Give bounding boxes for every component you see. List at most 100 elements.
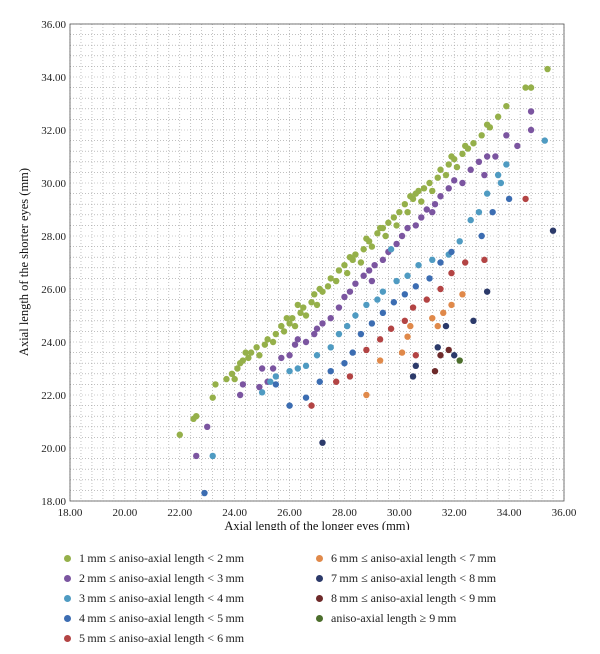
data-point-series-1 [341,261,348,269]
data-point-series-4 [478,232,485,240]
data-point-series-1 [494,113,502,120]
data-point-series-6 [398,349,406,356]
data-point-series-1 [470,140,477,147]
data-point-series-1 [223,375,230,383]
legend-label: 5 mm ≤ aniso-axial length < 6 mm [79,630,245,645]
x-tick-label: 20.00 [113,507,138,519]
data-point-series-7 [319,439,326,446]
data-point-series-2 [319,320,326,327]
data-point-series-1 [333,277,340,285]
data-point-series-2 [467,166,474,173]
data-point-series-1 [357,259,365,266]
data-point-series-2 [239,381,247,388]
data-point-series-2 [258,365,266,372]
data-point-series-6 [376,357,384,364]
legend-label: 8 mm ≤ aniso-axial length < 9 mm [331,590,497,605]
legend-item: 5 mm ≤ aniso-axial length < 6 mm [64,628,244,648]
data-point-series-2 [365,267,373,274]
data-point-series-1 [459,150,466,158]
data-point-series-4 [368,320,376,327]
data-point-series-1 [212,381,219,388]
data-point-series-2 [437,193,444,200]
data-point-series-5 [409,304,417,311]
legend-column-right: 6 mm ≤ aniso-axial length < 7 mm 7 mm ≤ a… [316,548,496,628]
data-point-series-3 [327,344,334,351]
data-point-series-1 [483,121,491,128]
data-point-series-6 [363,391,370,399]
data-point-series-2 [278,354,285,362]
data-point-series-4 [341,360,348,367]
data-point-series-1 [297,309,304,317]
legend-item: 3 mm ≤ aniso-axial length < 4 mm [64,588,244,608]
data-point-series-3 [497,179,505,187]
y-tick-label: 18.00 [41,496,66,508]
data-point-series-4 [302,394,310,401]
data-point-series-1 [382,232,389,240]
data-point-series-1 [313,301,321,309]
data-point-series-3 [467,216,474,224]
data-point-series-2 [371,261,378,269]
legend-marker [64,554,71,562]
data-point-series-2 [341,293,348,301]
y-tick-label: 34.00 [41,72,66,84]
data-point-series-1 [462,142,469,150]
data-point-series-2 [269,365,277,372]
data-point-series-5 [423,296,430,303]
data-point-series-2 [404,224,411,232]
x-tick-label: 26.00 [277,507,302,519]
data-point-series-1 [379,224,387,232]
data-point-series-3 [352,312,359,319]
data-point-series-4 [505,195,513,203]
data-point-series-2 [313,325,321,332]
data-point-series-4 [272,381,280,388]
data-point-series-3 [415,261,422,269]
data-point-series-2 [514,142,521,150]
plot-area-border [69,23,565,502]
data-point-series-2 [423,206,430,213]
data-point-series-2 [352,280,359,287]
data-point-series-1 [278,322,285,330]
legend-marker [316,614,323,622]
data-point-series-6 [407,322,414,330]
data-point-series-1 [261,341,269,348]
data-point-series-2 [204,423,211,430]
data-point-series-3 [393,277,400,285]
data-point-series-3 [294,365,301,372]
data-point-series-5 [448,269,455,277]
data-point-series-3 [379,288,387,295]
data-points [176,65,557,497]
data-point-series-1 [256,352,263,359]
data-point-series-5 [308,402,315,409]
data-point-series-5 [401,317,409,324]
legend-label: 6 mm ≤ aniso-axial length < 7 mm [331,550,497,565]
data-point-series-1 [300,304,307,311]
data-point-series-2 [431,201,439,208]
data-point-series-1 [522,84,529,91]
y-tick-label: 36.00 [41,19,66,31]
data-point-series-3 [475,208,483,216]
data-point-series-1 [393,222,400,229]
data-point-series-2 [481,171,488,179]
data-point-series-1 [429,187,436,195]
data-point-series-7 [409,373,417,380]
y-tick-label: 26.00 [41,284,66,296]
data-point-series-2 [451,177,458,184]
data-point-series-1 [193,413,200,420]
data-point-series-1 [311,291,318,298]
data-point-series-2 [527,126,535,134]
data-point-series-6 [459,291,466,298]
x-tick-label: 22.00 [167,507,192,519]
legend-item: 7 mm ≤ aniso-axial length < 8 mm [316,568,496,588]
data-point-series-4 [201,489,208,497]
data-point-series-3 [343,322,351,330]
scatter-chart: 18.00 20.00 22.00 24.00 26.00 28.00 30.00 32.00… [17,19,577,530]
data-point-series-1 [247,349,255,356]
data-point-series-1 [289,314,296,322]
data-point-series-3 [456,238,463,245]
data-point-series-1 [445,161,452,168]
data-point-series-2 [302,338,310,346]
data-point-series-1 [234,365,241,372]
data-point-series-1 [242,349,249,356]
data-point-series-1 [448,153,455,160]
data-point-series-2 [379,256,387,264]
